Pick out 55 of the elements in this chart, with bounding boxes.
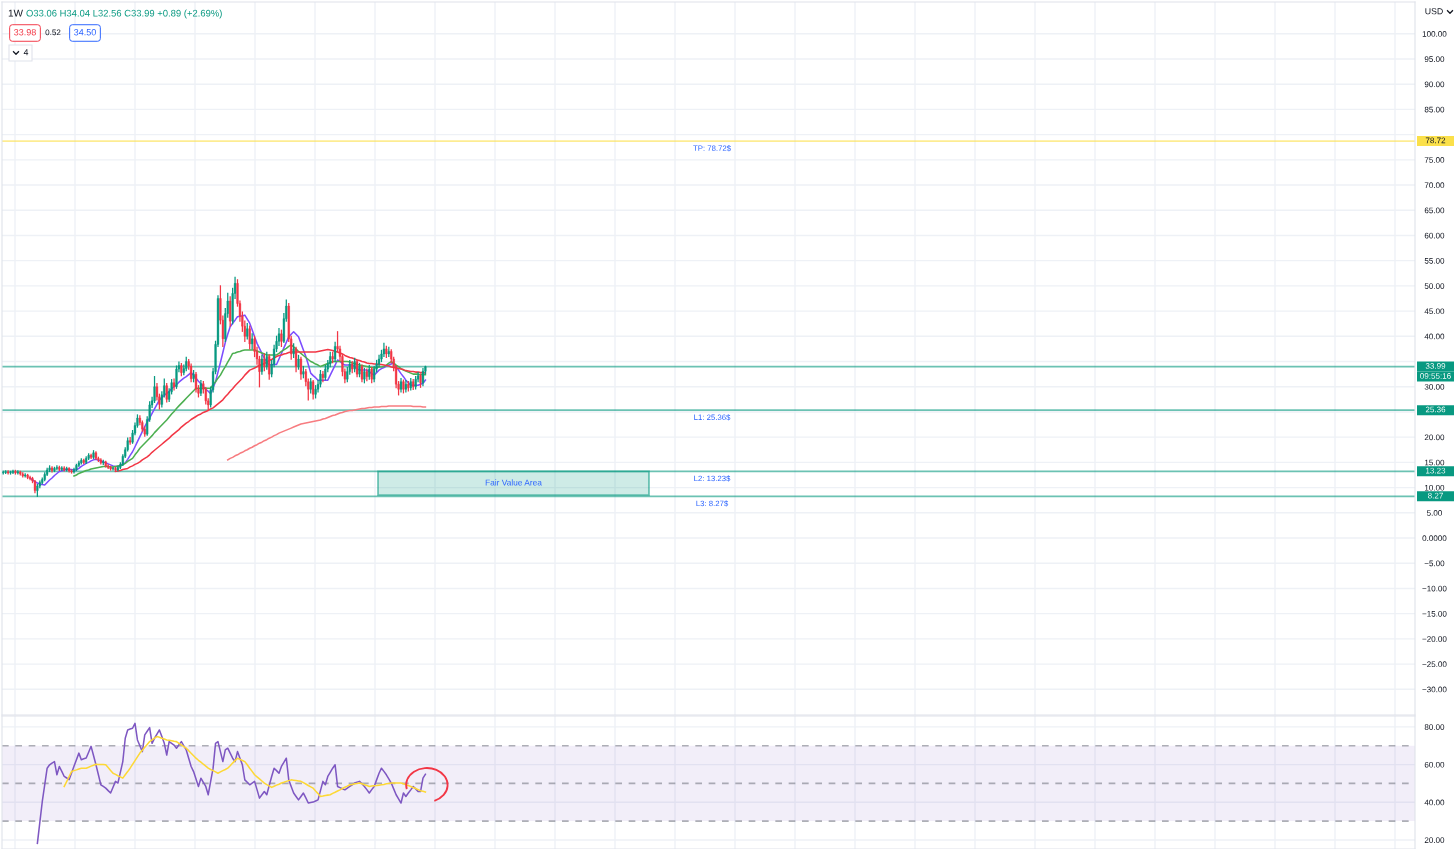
line-series (63, 735, 427, 798)
y-tick-label: 5.00 (1426, 510, 1442, 516)
annotation: O33.06 H34.04 L32.56 C33.99 +0.89 (+2.69%) (26, 9, 222, 19)
candlestick (11, 469, 15, 475)
candlestick (297, 354, 300, 370)
ref-line-label: 78.72 (1425, 137, 1446, 144)
y-tick-label: −5.00 (1424, 560, 1445, 567)
ref-line-label: 33.99 (1425, 363, 1446, 369)
y-tick-label: 10.00 (1424, 484, 1445, 491)
ref-line-label: 13.23 (1426, 467, 1446, 474)
y-tick-label: 100.00 (1422, 31, 1447, 37)
y-tick-label: 15.00 (1424, 459, 1445, 466)
annotation: 33.98 (14, 29, 36, 36)
y-tick-label: 40.00 (1424, 333, 1445, 340)
candlestick (358, 362, 361, 378)
candlestick (50, 466, 54, 473)
text: USD (1425, 8, 1443, 15)
ref-line-label: 8.27 (1428, 492, 1443, 499)
y-tick-label: −10.00 (1422, 585, 1447, 592)
y-tick-label: 45.00 (1424, 308, 1445, 315)
candlestick (319, 369, 322, 388)
y-tick-label: −25.00 (1422, 661, 1447, 668)
y-tick-label: 60.00 (1424, 761, 1445, 768)
candlestick (129, 437, 132, 445)
y-tick-label: 80.00 (1424, 724, 1445, 730)
candlestick (175, 365, 178, 389)
candlestick (229, 296, 232, 327)
text: 09:55:16 (1420, 373, 1451, 379)
annotation: 4 (23, 49, 29, 56)
y-tick-label: 0.0000 (1422, 535, 1447, 542)
text: 1W (8, 9, 23, 17)
line-series (36, 722, 427, 845)
y-tick-label: 20.00 (1424, 837, 1445, 843)
y-tick-label: 90.00 (1424, 81, 1445, 88)
ref-line-label: 25.36 (1425, 406, 1446, 413)
annotation: 34.50 (74, 29, 96, 36)
y-tick-label: 30.00 (1424, 384, 1445, 390)
y-tick-label: 60.00 (1424, 232, 1445, 239)
y-tick-label: −20.00 (1422, 636, 1447, 642)
annotation: 0.52 (45, 29, 61, 36)
y-tick-label: 40.00 (1424, 799, 1445, 806)
line-series (226, 405, 427, 461)
y-tick-label: 95.00 (1424, 56, 1445, 62)
y-tick-label: 75.00 (1424, 157, 1445, 163)
y-tick-label: 85.00 (1424, 106, 1445, 113)
band-label: Fair Value Area (485, 479, 542, 486)
y-tick-label: 65.00 (1424, 207, 1445, 214)
candlestick (48, 465, 51, 473)
y-tick-label: 70.00 (1424, 182, 1445, 189)
y-tick-label: 20.00 (1424, 434, 1445, 441)
y-tick-label: −30.00 (1422, 686, 1447, 693)
y-tick-label: 50.00 (1424, 283, 1445, 289)
y-tick-label: 55.00 (1424, 257, 1445, 264)
y-tick-label: −15.00 (1422, 610, 1447, 617)
candlestick (192, 369, 195, 383)
